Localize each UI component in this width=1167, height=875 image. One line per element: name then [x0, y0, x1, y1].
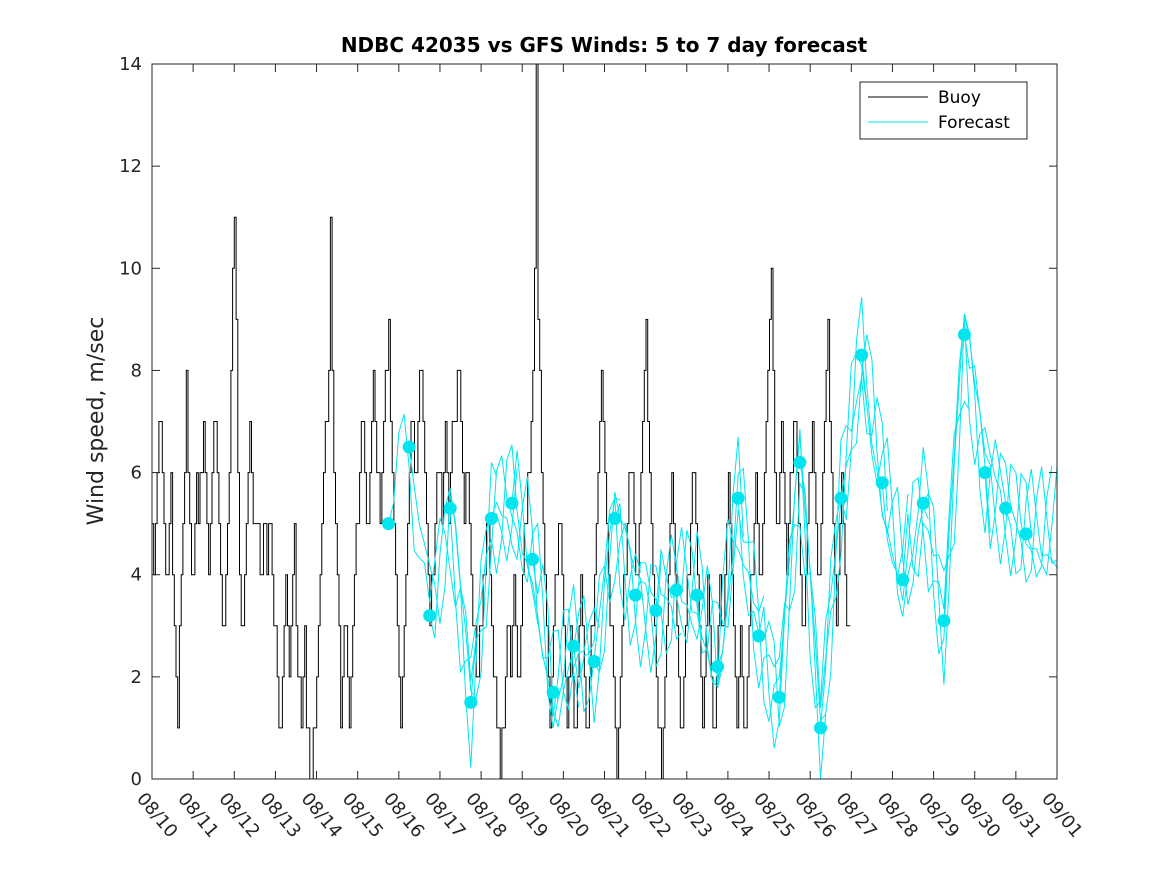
forecast-marker	[752, 629, 766, 643]
forecast-line	[984, 451, 1058, 584]
forecast-line	[963, 334, 1053, 579]
y-tick-label: 0	[131, 769, 142, 790]
forecast-line	[881, 400, 971, 610]
buoy-series	[152, 63, 851, 780]
forecast-marker	[587, 655, 601, 668]
buoy-line	[152, 63, 851, 780]
forecast-line	[1025, 467, 1058, 577]
forecast-marker	[402, 440, 416, 454]
forecast-marker	[546, 685, 560, 699]
forecast-marker	[608, 512, 622, 525]
forecast-line	[696, 509, 785, 722]
forecast-marker	[526, 552, 539, 566]
forecast-marker	[793, 455, 807, 469]
forecast-line	[676, 519, 765, 683]
forecast-marker	[711, 660, 725, 674]
forecast-line	[511, 450, 600, 711]
y-tick-label: 2	[131, 667, 142, 688]
forecast-marker	[855, 348, 869, 362]
forecast-line	[449, 444, 539, 674]
y-tick-label: 10	[119, 258, 142, 279]
forecast-series	[388, 297, 1058, 780]
forecast-marker	[875, 476, 889, 490]
legend: Buoy Forecast	[859, 81, 1028, 140]
forecast-marker	[670, 583, 683, 597]
y-axis-label: Wind speed, m/sec	[84, 317, 109, 526]
forecast-line	[717, 467, 806, 689]
forecast-marker	[978, 466, 992, 480]
y-tick-label: 12	[119, 156, 142, 177]
forecast-line	[758, 428, 847, 749]
chart-title: NDBC 42035 vs GFS Winds: 5 to 7 day fore…	[341, 33, 868, 57]
legend-buoy-label: Buoy	[938, 88, 981, 108]
forecast-line	[429, 468, 518, 768]
y-axis: 0 2 4 6 8 10 12 14	[119, 54, 1057, 790]
legend-box	[859, 81, 1028, 140]
forecast-marker	[382, 517, 395, 531]
forecast-marker	[916, 496, 930, 510]
forecast-marker	[649, 604, 663, 617]
forecast-line	[799, 377, 888, 722]
forecast-line	[902, 315, 991, 580]
y-tick-label: 4	[131, 565, 142, 586]
forecast-line	[552, 498, 641, 713]
forecast-markers	[382, 328, 1033, 735]
forecast-marker	[423, 609, 437, 623]
forecast-marker	[464, 695, 478, 709]
forecast-line	[470, 455, 559, 728]
forecast-line	[655, 436, 744, 688]
forecast-marker	[772, 690, 786, 704]
y-tick-label: 8	[131, 360, 142, 381]
y-tick-label: 14	[119, 54, 142, 75]
legend-forecast-label: Forecast	[938, 113, 1010, 133]
forecast-line	[840, 297, 929, 605]
forecast-marker	[1019, 527, 1033, 541]
forecast-line	[573, 522, 662, 689]
forecast-marker	[505, 496, 519, 510]
forecast-marker	[999, 501, 1013, 515]
forecast-marker	[957, 328, 971, 342]
y-tick-label: 6	[131, 463, 142, 484]
forecast-marker	[443, 501, 457, 515]
forecast-line	[861, 355, 950, 654]
forecast-line	[778, 351, 868, 708]
forecast-marker	[484, 512, 498, 525]
forecast-marker	[690, 588, 704, 602]
forecast-marker	[731, 491, 745, 505]
forecast-line	[922, 313, 1012, 685]
forecast-marker	[896, 573, 910, 587]
forecast-marker	[834, 491, 848, 505]
forecast-marker	[814, 721, 827, 735]
forecast-marker	[628, 588, 642, 602]
forecast-marker	[567, 639, 581, 653]
forecast-line	[593, 492, 682, 674]
forecast-marker	[937, 614, 951, 628]
